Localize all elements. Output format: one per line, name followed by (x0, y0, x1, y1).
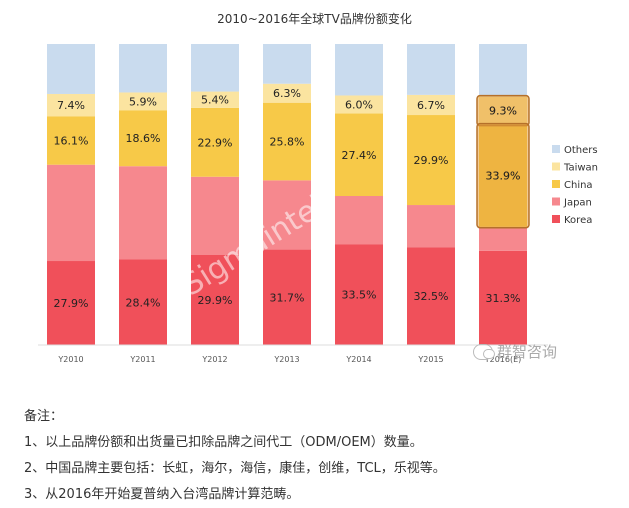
bar-segment-others (119, 44, 167, 93)
x-tick-label: Y2010 (57, 355, 83, 364)
bar-segment-others (407, 44, 455, 95)
note-item: 1、以上品牌份额和出货量已扣除品牌之间代工（ODM/OEM）数量。 (24, 435, 423, 450)
data-label: 16.1% (54, 134, 89, 147)
data-label: 32.5% (414, 290, 449, 303)
notes-heading: 备注： (24, 409, 64, 424)
bar-segment-others (335, 44, 383, 96)
note-item: 3、从2016年开始夏普纳入台湾品牌计算范畴。 (24, 487, 300, 502)
stacked-bar-chart: Sigmaintell 27.9%16.1%7.4%28.4%18.6%5.9%… (38, 44, 598, 364)
data-label: 6.0% (345, 99, 373, 112)
data-label: 33.5% (342, 289, 377, 302)
legend-swatch (552, 145, 560, 153)
bar-segment-others (191, 44, 239, 92)
highlight-data-label: 9.3% (489, 105, 517, 118)
legend-label: Japan (563, 198, 592, 209)
bar-segment-korea (335, 244, 383, 345)
data-label: 27.9% (54, 297, 89, 310)
bar-segment-japan (47, 164, 95, 262)
bar-segment-japan (119, 166, 167, 260)
data-label: 6.3% (273, 87, 301, 100)
legend-label: Taiwan (563, 163, 598, 174)
bar-segment-japan (335, 196, 383, 245)
legend-label: Korea (564, 215, 592, 226)
bar-segment-korea (479, 250, 527, 345)
bar-segment-china (47, 116, 95, 165)
bar-segment-korea (47, 261, 95, 345)
bar-segment-china (191, 107, 239, 177)
note-item: 2、中国品牌主要包括：长虹，海尔，海信，康佳，创维，TCL，乐视等。 (24, 461, 446, 476)
bar-segment-china (263, 102, 311, 181)
bar-segment-korea (263, 249, 311, 345)
bar-segment-korea (119, 259, 167, 345)
bar-segment-china (335, 113, 383, 197)
legend-swatch (552, 162, 560, 171)
brand-logo: 群智咨询 (473, 341, 557, 362)
highlight-data-label: 33.9% (486, 170, 521, 183)
x-tick-label: Y2011 (129, 355, 155, 364)
bar-segment-korea (191, 255, 239, 345)
bar-segment-japan (191, 176, 239, 256)
x-tick-label: Y2014 (345, 355, 371, 364)
legend-label: China (564, 180, 593, 191)
bar-segment-taiwan (47, 93, 95, 117)
bar-segment-japan (263, 180, 311, 250)
bar-segment-japan (479, 226, 527, 251)
data-label: 18.6% (126, 132, 161, 145)
highlight-box (476, 122, 530, 229)
bar-segment-others (263, 44, 311, 84)
bar-segment-others (47, 44, 95, 94)
brand-name: 群智咨询 (497, 343, 558, 361)
legend-swatch (552, 180, 560, 188)
data-label: 25.8% (270, 136, 305, 149)
data-label: 6.7% (417, 99, 445, 112)
bar-segment-japan (407, 205, 455, 248)
chart-title: 2010~2016年全球TV品牌份额变化 (217, 12, 412, 26)
bar-segment-korea (407, 247, 455, 345)
x-tick-label: Y2013 (273, 355, 299, 364)
data-label: 31.7% (270, 291, 305, 304)
data-label: 29.9% (414, 154, 449, 167)
x-tick-label: Y2015 (417, 355, 443, 364)
bar-segment-taiwan (191, 91, 239, 108)
wechat-icon (473, 343, 495, 360)
bar-segment-taiwan (335, 95, 383, 114)
bar-segment-taiwan (407, 94, 455, 116)
bar-segment-others (479, 44, 527, 97)
legend-swatch (552, 197, 560, 206)
data-label: 27.4% (342, 149, 377, 162)
legend-swatch (552, 215, 560, 223)
legend-label: Others (564, 145, 598, 156)
data-label: 31.3% (486, 292, 521, 305)
data-label: 5.4% (201, 94, 229, 107)
data-label: 7.4% (57, 99, 85, 112)
data-label: 22.9% (198, 136, 233, 149)
bar-segment-taiwan (263, 83, 311, 103)
data-label: 5.9% (129, 95, 157, 108)
bar-segment-china (407, 115, 455, 206)
x-tick-label: Y2012 (201, 355, 227, 364)
data-label: 28.4% (126, 296, 161, 309)
data-label: 29.9% (198, 294, 233, 307)
notes: 备注： 1、以上品牌份额和出货量已扣除品牌之间代工（ODM/OEM）数量。 2、… (24, 404, 446, 508)
bar-segment-taiwan (119, 92, 167, 111)
x-tick-label: Y2016(E) (484, 355, 522, 364)
bar-segment-china (119, 110, 167, 167)
